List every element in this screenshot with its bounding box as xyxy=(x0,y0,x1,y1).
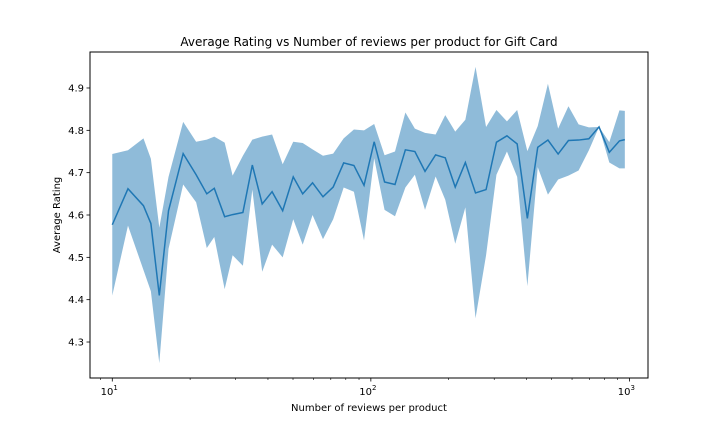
y-tick-label: 4.8 xyxy=(68,126,84,137)
confidence-band-layer xyxy=(112,66,625,364)
y-axis-ticks: 4.3 4.4 4.5 4.6 4.7 4.8 4.9 xyxy=(68,83,90,349)
y-axis-label: Average Rating xyxy=(52,177,63,253)
y-tick-label: 4.3 xyxy=(68,338,84,349)
y-tick-label: 4.6 xyxy=(68,211,84,222)
x-axis-label: Number of reviews per product xyxy=(291,403,447,414)
y-tick-label: 4.7 xyxy=(68,168,84,179)
y-tick-label: 4.9 xyxy=(68,83,84,94)
y-tick-label: 4.4 xyxy=(68,295,84,306)
confidence-band xyxy=(112,66,625,364)
series-line-layer xyxy=(111,125,626,296)
x-axis-ticks: 101 102 103 xyxy=(100,378,635,398)
x-tick-label: 102 xyxy=(359,384,376,398)
x-tick-label: 101 xyxy=(101,384,118,398)
x-tick-label: 103 xyxy=(618,384,635,398)
y-tick-label: 4.5 xyxy=(68,253,84,264)
chart-title: Average Rating vs Number of reviews per … xyxy=(180,35,557,49)
